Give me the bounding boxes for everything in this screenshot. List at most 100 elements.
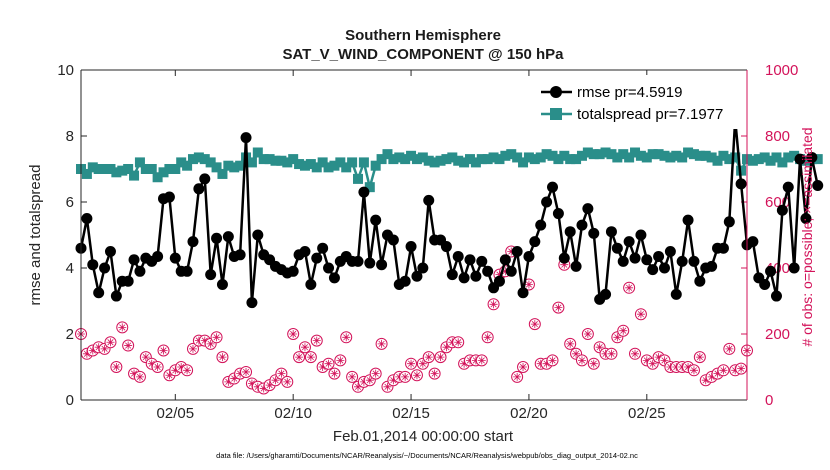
rmse-point xyxy=(688,255,700,267)
totalspread-point xyxy=(765,155,776,166)
totalspread-point xyxy=(117,165,128,176)
totalspread-point xyxy=(270,155,281,166)
rmse-point xyxy=(352,255,364,267)
obs-count-marker xyxy=(293,351,306,364)
totalspread-point xyxy=(87,162,98,173)
totalspread-point xyxy=(470,157,481,168)
obs-count-marker xyxy=(517,361,530,373)
x-tick-label: 02/05 xyxy=(157,405,195,422)
rmse-point xyxy=(605,226,617,238)
rmse-point xyxy=(199,173,211,185)
totalspread-point xyxy=(176,157,187,168)
rmse-point xyxy=(529,236,541,248)
rmse-point xyxy=(747,236,759,248)
totalspread-point xyxy=(252,147,263,158)
rmse-point xyxy=(611,242,623,254)
rmse-point xyxy=(735,178,747,190)
totalspread-point xyxy=(423,155,434,166)
rmse-point xyxy=(417,262,429,274)
rmse-point xyxy=(564,226,576,238)
rmse-point xyxy=(99,262,111,274)
totalspread-point xyxy=(659,150,670,161)
obs-count-marker xyxy=(564,337,577,350)
totalspread-point xyxy=(612,152,623,163)
rmse-point xyxy=(328,272,340,284)
totalspread-point xyxy=(370,160,381,171)
totalspread-point xyxy=(299,160,310,171)
obs-count-marker xyxy=(546,354,559,367)
rmse-point xyxy=(187,236,199,248)
rmse-point xyxy=(387,234,399,246)
totalspread-point xyxy=(464,154,475,165)
rmse-point xyxy=(305,279,317,290)
totalspread-point xyxy=(630,147,641,158)
totalspread-point xyxy=(771,152,782,163)
totalspread-point xyxy=(211,162,222,173)
totalspread-point xyxy=(553,154,564,165)
rmse-point xyxy=(87,259,99,271)
rmse-point xyxy=(493,275,505,287)
rmse-point xyxy=(623,236,635,248)
totalspread-point xyxy=(205,157,216,168)
rmse-point xyxy=(216,279,228,290)
rmse-point xyxy=(169,252,181,264)
obs-count-marker xyxy=(334,354,347,367)
obs-count-marker xyxy=(181,364,194,377)
totalspread-point xyxy=(688,149,699,160)
totalspread-point xyxy=(647,149,658,160)
rmse-point xyxy=(163,191,175,203)
rmse-point xyxy=(694,275,706,287)
totalspread-point xyxy=(282,157,293,168)
rmse-point xyxy=(110,290,122,302)
obs-count-marker xyxy=(328,367,341,380)
totalspread-point xyxy=(140,164,151,174)
rmse-point xyxy=(782,181,794,193)
totalspread-point xyxy=(158,167,169,178)
totalspread-point xyxy=(712,155,723,166)
obs-count-marker xyxy=(623,281,636,294)
rmse-point xyxy=(682,214,694,226)
rmse-point xyxy=(458,272,470,284)
rmse-point xyxy=(570,260,582,272)
obs-count-marker xyxy=(133,370,146,383)
y-tick-label: 8 xyxy=(66,128,74,145)
rmse-point xyxy=(794,153,806,165)
obs-count-marker xyxy=(735,362,748,375)
totalspread-point xyxy=(335,157,346,168)
totalspread-point xyxy=(571,154,582,165)
totalspread-point xyxy=(700,150,711,161)
rmse-point xyxy=(205,269,217,281)
rmse-point xyxy=(364,257,376,269)
rmse-point xyxy=(399,275,411,287)
chart-title: Southern Hemisphere xyxy=(345,27,501,44)
obs-count-marker xyxy=(116,321,129,334)
y-right-tick-label: 200 xyxy=(765,326,790,343)
rmse-point xyxy=(423,194,435,206)
obs-count-marker xyxy=(287,328,300,340)
rmse-point xyxy=(93,287,105,299)
obs-count-marker xyxy=(186,342,199,355)
rmse-point xyxy=(234,249,246,261)
rmse-point xyxy=(193,183,205,195)
obs-count-marker xyxy=(434,351,447,364)
rmse-point xyxy=(770,290,782,302)
totalspread-point xyxy=(529,154,540,165)
obs-count-marker xyxy=(110,361,123,373)
rmse-point xyxy=(411,270,423,282)
totalspread-point xyxy=(718,150,729,161)
obs-count-marker xyxy=(452,336,465,349)
y-right-tick-label: 1000 xyxy=(765,62,798,79)
rmse-point xyxy=(246,297,258,309)
y-right-tick-label: 800 xyxy=(765,128,790,145)
totalspread-point xyxy=(146,164,157,174)
rmse-point xyxy=(370,214,382,226)
rmse-point xyxy=(376,259,388,271)
legend-marker-rmse xyxy=(550,86,562,98)
totalspread-point xyxy=(800,155,811,166)
rmse-point xyxy=(523,250,535,262)
obs-count-marker xyxy=(346,370,359,383)
obs-count-marker xyxy=(634,308,647,321)
rmse-point xyxy=(452,250,464,262)
totalspread-point xyxy=(459,157,470,168)
x-axis-label: Feb.01,2014 00:00:00 start xyxy=(333,428,514,445)
